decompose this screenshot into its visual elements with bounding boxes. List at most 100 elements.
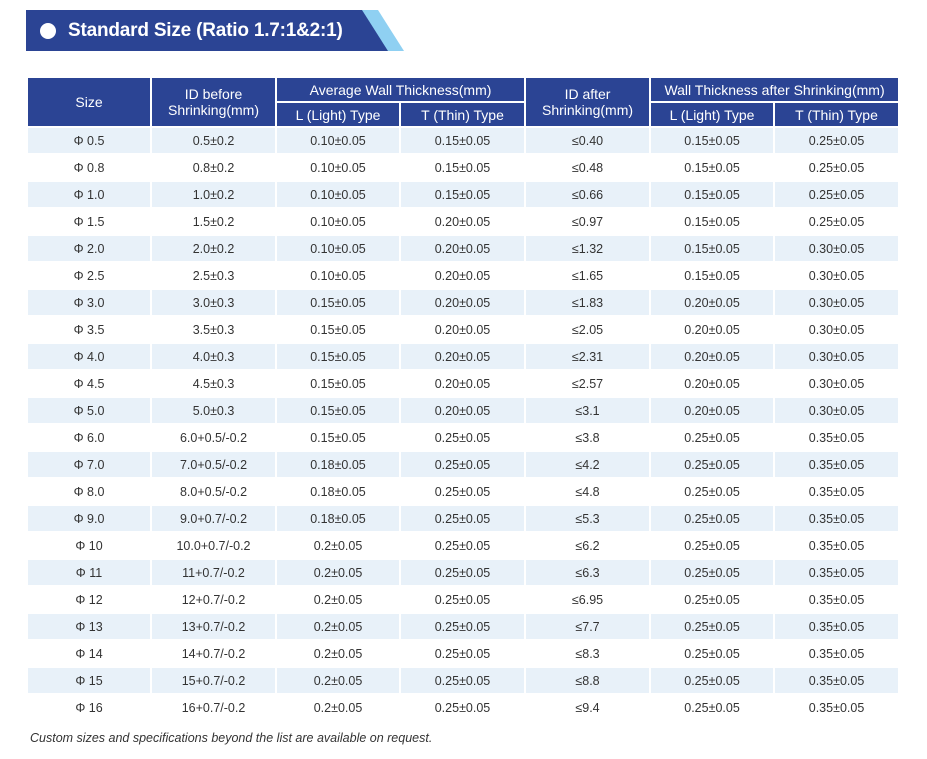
size-spec-table: Size ID before Shrinking(mm) Average Wal… — [26, 76, 900, 722]
id-after-cell: ≤5.3 — [526, 506, 650, 531]
wall-after-thin-cell: 0.35±0.05 — [775, 695, 899, 720]
size-cell: Φ 11 — [28, 560, 150, 585]
table-body: Φ 0.5 0.5±0.2 0.10±0.05 0.15±0.05 ≤0.40 0.15±… — [28, 128, 899, 720]
id-after-cell: ≤9.4 — [526, 695, 650, 720]
table-row: Φ 11 11+0.7/-0.2 0.2±0.05 0.25±0.05 ≤6.3 0.25… — [28, 560, 899, 585]
wall-after-light-cell: 0.20±0.05 — [651, 344, 774, 369]
id-before-cell: 7.0+0.5/-0.2 — [152, 452, 275, 477]
avg-wall-thin-cell: 0.20±0.05 — [401, 371, 525, 396]
wall-after-light-cell: 0.25±0.05 — [651, 695, 774, 720]
size-cell: Φ 16 — [28, 695, 150, 720]
size-cell: Φ 3.0 — [28, 290, 150, 315]
id-after-cell: ≤6.2 — [526, 533, 650, 558]
avg-wall-light-cell: 0.10±0.05 — [277, 209, 399, 234]
wall-after-light-cell: 0.15±0.05 — [651, 155, 774, 180]
table-row: Φ 12 12+0.7/-0.2 0.2±0.05 0.25±0.05 ≤6.95 0.2… — [28, 587, 899, 612]
size-cell: Φ 5.0 — [28, 398, 150, 423]
wall-after-light-cell: 0.15±0.05 — [651, 209, 774, 234]
id-before-cell: 10.0+0.7/-0.2 — [152, 533, 275, 558]
wall-after-light-cell: 0.25±0.05 — [651, 425, 774, 450]
size-cell: Φ 4.5 — [28, 371, 150, 396]
id-after-cell: ≤8.3 — [526, 641, 650, 666]
id-after-cell: ≤1.83 — [526, 290, 650, 315]
table-row: Φ 1.0 1.0±0.2 0.10±0.05 0.15±0.05 ≤0.66 0.15±… — [28, 182, 899, 207]
avg-wall-light-cell: 0.2±0.05 — [277, 641, 399, 666]
size-cell: Φ 8.0 — [28, 479, 150, 504]
id-before-cell: 4.0±0.3 — [152, 344, 275, 369]
id-before-cell: 11+0.7/-0.2 — [152, 560, 275, 585]
wall-after-thin-cell: 0.35±0.05 — [775, 560, 899, 585]
table-row: Φ 10 10.0+0.7/-0.2 0.2±0.05 0.25±0.05 ≤6.2 0.… — [28, 533, 899, 558]
avg-wall-thin-cell: 0.20±0.05 — [401, 344, 525, 369]
avg-wall-light-cell: 0.18±0.05 — [277, 506, 399, 531]
avg-wall-light-cell: 0.2±0.05 — [277, 695, 399, 720]
wall-after-thin-cell: 0.35±0.05 — [775, 506, 899, 531]
table-row: Φ 1.5 1.5±0.2 0.10±0.05 0.20±0.05 ≤0.97 0.15±… — [28, 209, 899, 234]
id-after-cell: ≤4.2 — [526, 452, 650, 477]
avg-wall-thin-cell: 0.25±0.05 — [401, 587, 525, 612]
table-row: Φ 16 16+0.7/-0.2 0.2±0.05 0.25±0.05 ≤9.4 0.25… — [28, 695, 899, 720]
wall-after-light-cell: 0.25±0.05 — [651, 614, 774, 639]
table-row: Φ 6.0 6.0+0.5/-0.2 0.15±0.05 0.25±0.05 ≤3.8 0… — [28, 425, 899, 450]
size-cell: Φ 1.5 — [28, 209, 150, 234]
header-average-wall-thickness: Average Wall Thickness(mm) — [277, 78, 525, 101]
id-before-cell: 8.0+0.5/-0.2 — [152, 479, 275, 504]
avg-wall-light-cell: 0.15±0.05 — [277, 371, 399, 396]
avg-wall-light-cell: 0.2±0.05 — [277, 560, 399, 585]
avg-wall-thin-cell: 0.25±0.05 — [401, 425, 525, 450]
footnote: Custom sizes and specifications beyond t… — [30, 731, 433, 745]
avg-wall-light-cell: 0.10±0.05 — [277, 155, 399, 180]
avg-wall-light-cell: 0.18±0.05 — [277, 479, 399, 504]
size-cell: Φ 12 — [28, 587, 150, 612]
table-row: Φ 2.0 2.0±0.2 0.10±0.05 0.20±0.05 ≤1.32 0.15±… — [28, 236, 899, 261]
avg-wall-thin-cell: 0.25±0.05 — [401, 479, 525, 504]
header-after-thin-type: T (Thin) Type — [775, 103, 899, 126]
wall-after-thin-cell: 0.35±0.05 — [775, 641, 899, 666]
wall-after-light-cell: 0.25±0.05 — [651, 506, 774, 531]
wall-after-thin-cell: 0.25±0.05 — [775, 209, 899, 234]
size-cell: Φ 13 — [28, 614, 150, 639]
id-before-cell: 1.5±0.2 — [152, 209, 275, 234]
bullet-dot-icon — [40, 23, 56, 39]
avg-wall-light-cell: 0.15±0.05 — [277, 425, 399, 450]
wall-after-thin-cell: 0.30±0.05 — [775, 317, 899, 342]
size-cell: Φ 6.0 — [28, 425, 150, 450]
wall-after-light-cell: 0.25±0.05 — [651, 452, 774, 477]
avg-wall-thin-cell: 0.25±0.05 — [401, 560, 525, 585]
avg-wall-light-cell: 0.10±0.05 — [277, 128, 399, 153]
wall-after-thin-cell: 0.25±0.05 — [775, 128, 899, 153]
id-before-cell: 9.0+0.7/-0.2 — [152, 506, 275, 531]
wall-after-light-cell: 0.15±0.05 — [651, 128, 774, 153]
avg-wall-light-cell: 0.10±0.05 — [277, 263, 399, 288]
id-before-cell: 5.0±0.3 — [152, 398, 275, 423]
size-cell: Φ 7.0 — [28, 452, 150, 477]
table-row: Φ 7.0 7.0+0.5/-0.2 0.18±0.05 0.25±0.05 ≤4.2 0… — [28, 452, 899, 477]
wall-after-thin-cell: 0.30±0.05 — [775, 263, 899, 288]
size-cell: Φ 10 — [28, 533, 150, 558]
size-cell: Φ 2.0 — [28, 236, 150, 261]
wall-after-thin-cell: 0.35±0.05 — [775, 425, 899, 450]
id-after-cell: ≤6.95 — [526, 587, 650, 612]
wall-after-light-cell: 0.20±0.05 — [651, 371, 774, 396]
id-after-cell: ≤2.31 — [526, 344, 650, 369]
id-after-cell: ≤3.8 — [526, 425, 650, 450]
wall-after-light-cell: 0.20±0.05 — [651, 317, 774, 342]
id-after-cell: ≤1.65 — [526, 263, 650, 288]
id-after-cell: ≤4.8 — [526, 479, 650, 504]
id-before-cell: 6.0+0.5/-0.2 — [152, 425, 275, 450]
id-before-cell: 15+0.7/-0.2 — [152, 668, 275, 693]
table-row: Φ 8.0 8.0+0.5/-0.2 0.18±0.05 0.25±0.05 ≤4.8 0… — [28, 479, 899, 504]
id-before-cell: 3.0±0.3 — [152, 290, 275, 315]
wall-after-light-cell: 0.25±0.05 — [651, 533, 774, 558]
id-before-cell: 13+0.7/-0.2 — [152, 614, 275, 639]
section-title: Standard Size (Ratio 1.7:1&2:1) — [68, 20, 343, 41]
id-before-cell: 4.5±0.3 — [152, 371, 275, 396]
avg-wall-light-cell: 0.10±0.05 — [277, 236, 399, 261]
avg-wall-thin-cell: 0.25±0.05 — [401, 614, 525, 639]
id-after-cell: ≤7.7 — [526, 614, 650, 639]
avg-wall-thin-cell: 0.20±0.05 — [401, 236, 525, 261]
avg-wall-light-cell: 0.2±0.05 — [277, 614, 399, 639]
id-before-cell: 3.5±0.3 — [152, 317, 275, 342]
size-cell: Φ 9.0 — [28, 506, 150, 531]
header-after-light-type: L (Light) Type — [651, 103, 774, 126]
